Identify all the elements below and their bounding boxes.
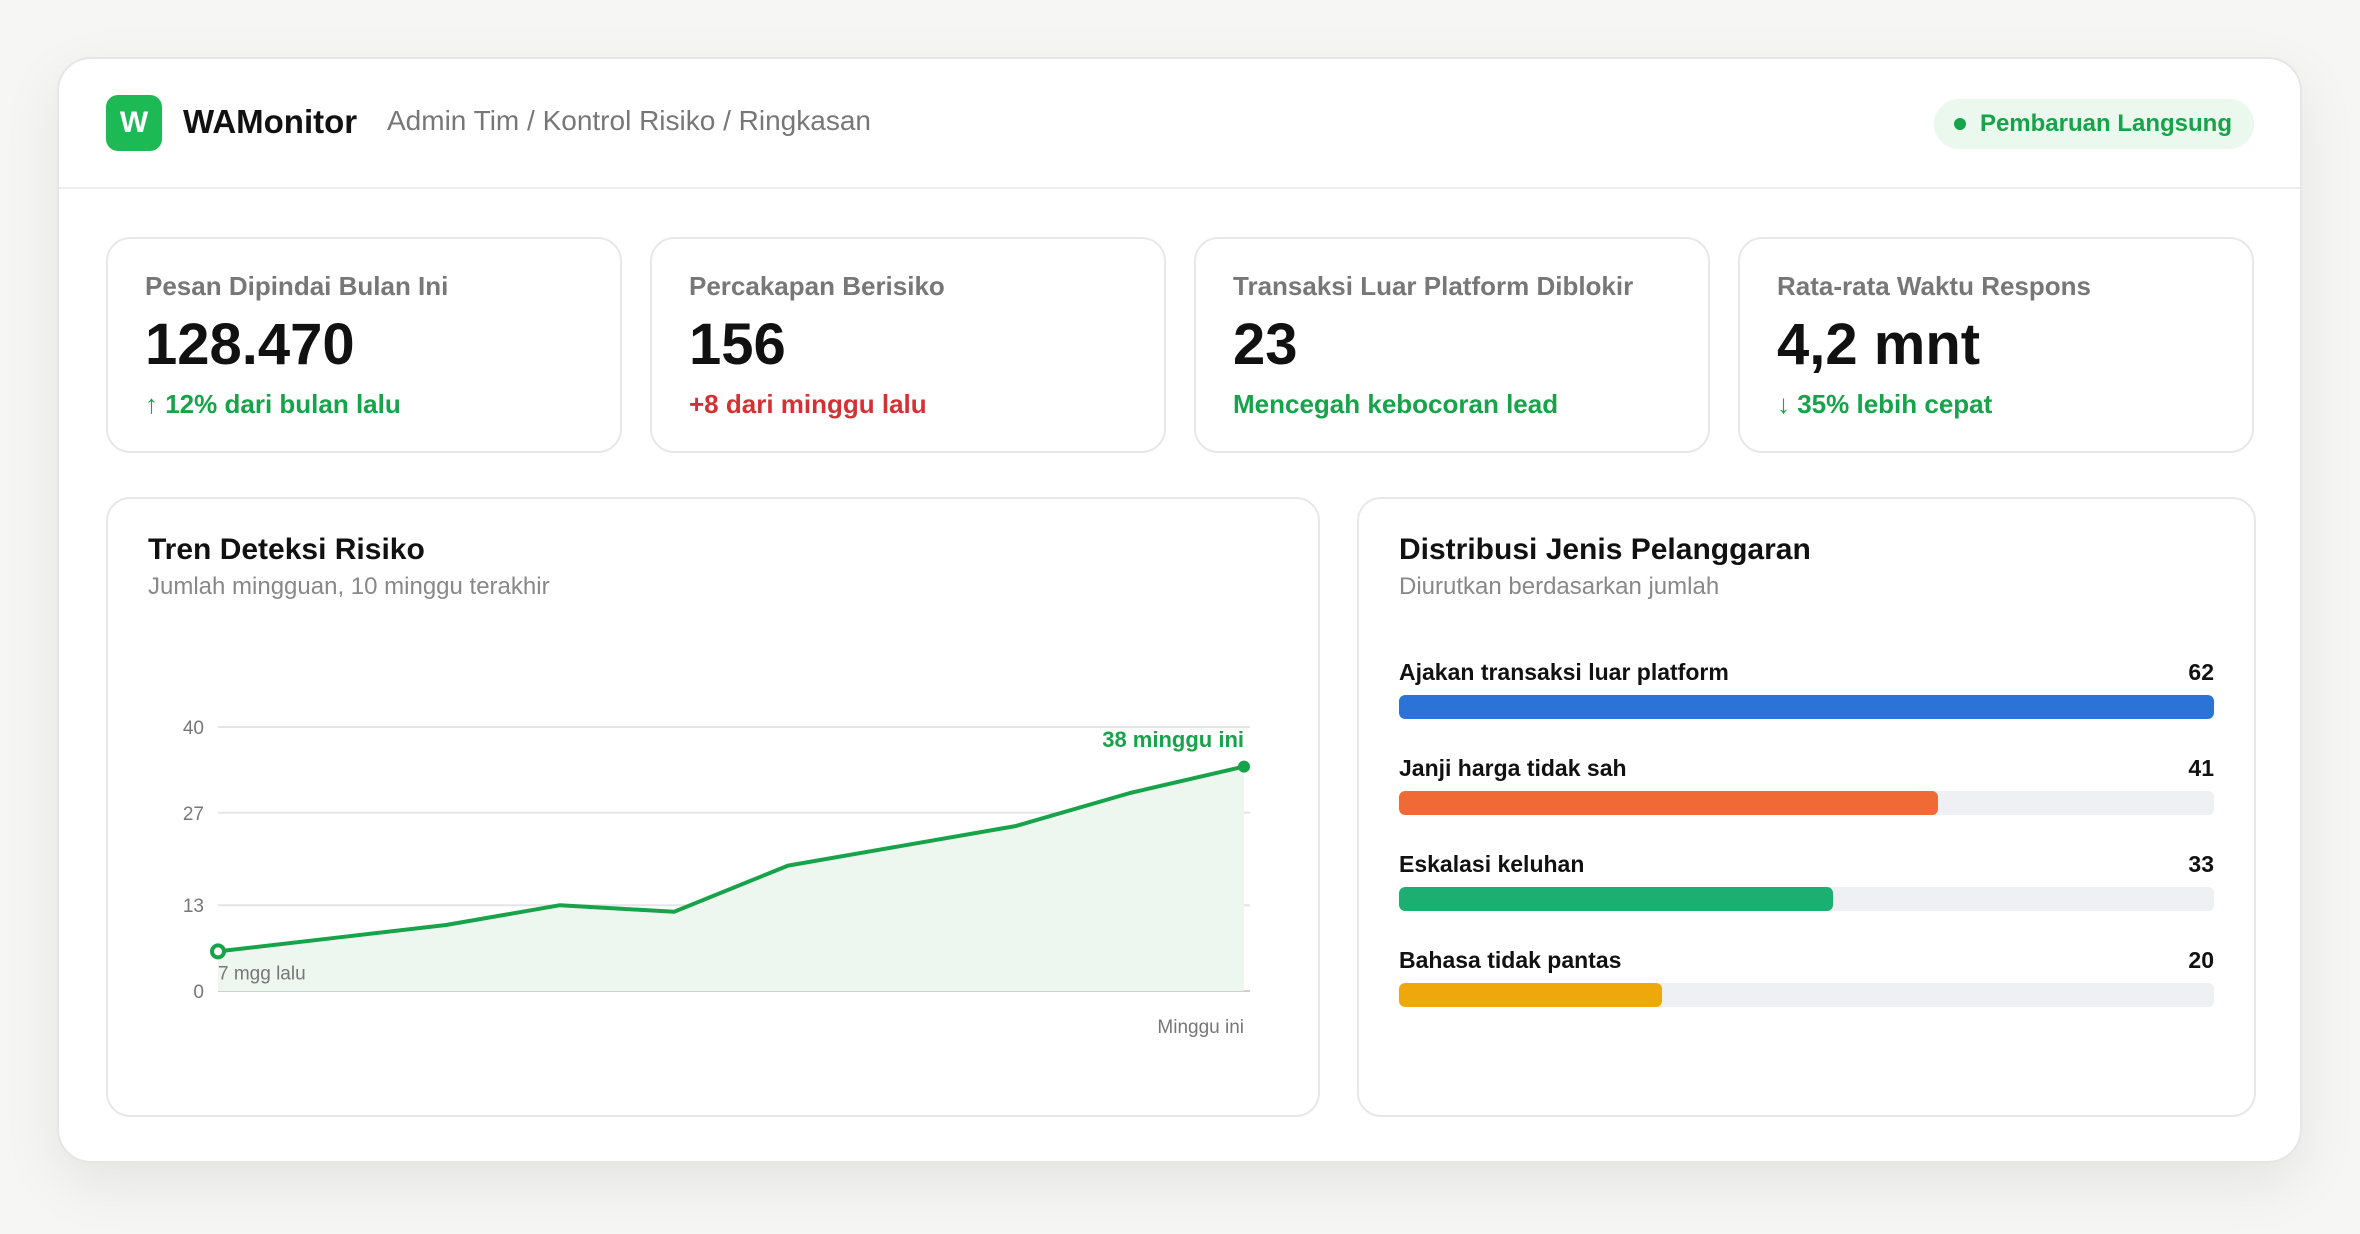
kpi-delta: Mencegah kebocoran lead [1233,389,1559,419]
distribution-title: Distribusi Jenis Pelanggaran [1399,533,1811,566]
kpi-card-scanned: Pesan Dipindai Bulan Ini 128.470 ↑ 12% d… [106,237,622,453]
top-bar: W WAMonitor Admin Tim / Kontrol Risiko /… [59,59,2300,189]
kpi-delta: ↑ 12% dari bulan lalu [145,389,401,419]
trend-line [217,764,1245,954]
y-tick-label: 27 [183,804,204,825]
bar-label: Eskalasi keluhan [1399,851,1585,877]
y-tick-label: 0 [193,982,204,1003]
bar-label: Ajakan transaksi luar platform [1399,659,1729,685]
app-logo[interactable]: W [106,95,162,151]
kpi-value: 23 [1233,312,1298,377]
live-update-badge: Pembaruan Langsung [1933,99,2254,149]
live-dot-icon [1953,118,1966,130]
y-tick-label: 13 [183,896,204,917]
x-axis-end-label: Minggu ini [1157,1017,1244,1038]
bar-track [1399,695,2214,719]
trend-end-point[interactable] [1238,760,1250,773]
violation-bar-row[interactable]: Bahasa tidak pantas 20 [1399,947,2214,1017]
bar-value: 41 [2188,755,2214,781]
bar-track [1399,887,2214,911]
trend-subtitle: Jumlah mingguan, 10 minggu terakhir [148,573,550,600]
kpi-value: 4,2 mnt [1777,312,1981,377]
bar-label: Bahasa tidak pantas [1399,947,1622,973]
bar-track [1399,983,2214,1007]
bar-fill [1399,791,1938,815]
kpi-label: Pesan Dipindai Bulan Ini [145,271,449,301]
kpi-value: 128.470 [145,312,355,377]
kpi-card-risky: Percakapan Berisiko 156 +8 dari minggu l… [650,237,1166,453]
trend-start-point[interactable] [210,943,226,960]
violation-bar-row[interactable]: Janji harga tidak sah 41 [1399,755,2214,825]
kpi-delta: +8 dari minggu lalu [689,389,927,419]
kpi-card-response-time: Rata-rata Waktu Respons 4,2 mnt ↓ 35% le… [1738,237,2254,453]
bar-fill [1399,983,1662,1007]
bar-fill [1399,695,2214,719]
y-tick-label: 40 [183,718,204,739]
kpi-delta: ↓ 35% lebih cepat [1777,389,1993,419]
distribution-subtitle: Diurutkan berdasarkan jumlah [1399,573,1720,600]
trend-title: Tren Deteksi Risiko [148,533,425,566]
live-update-label: Pembaruan Langsung [1979,110,2232,137]
kpi-label: Rata-rata Waktu Respons [1777,271,2091,301]
trend-end-label: 38 minggu ini [1102,727,1244,752]
kpi-value: 156 [689,312,786,377]
breadcrumb[interactable]: Admin Tim / Kontrol Risiko / Ringkasan [387,105,871,136]
trend-chart: 0 13 27 40 7 mgg lalu 38 minggu ini Minggu … [183,718,1250,1038]
bar-track [1399,791,2214,815]
trend-start-label: 7 mgg lalu [218,963,306,984]
dashboard-window: W WAMonitor Admin Tim / Kontrol Risiko /… [57,57,2302,1163]
bar-fill [1399,887,1833,911]
kpi-label: Transaksi Luar Platform Diblokir [1233,271,1634,301]
app-name: WAMonitor [183,103,358,140]
bar-label: Janji harga tidak sah [1399,755,1627,781]
kpi-card-blocked: Transaksi Luar Platform Diblokir 23 Menc… [1194,237,1710,453]
distribution-panel: Distribusi Jenis Pelanggaran Diurutkan b… [1357,497,2256,1117]
violation-bar-row[interactable]: Eskalasi keluhan 33 [1399,851,2214,921]
kpi-label: Percakapan Berisiko [689,271,945,301]
trend-area [218,766,1244,991]
bar-value: 20 [2188,947,2214,973]
bar-value: 62 [2188,659,2214,685]
violation-bar-row[interactable]: Ajakan transaksi luar platform 62 [1399,659,2214,729]
trend-panel: Tren Deteksi Risiko Jumlah mingguan, 10 … [106,497,1320,1117]
bar-value: 33 [2188,851,2214,877]
